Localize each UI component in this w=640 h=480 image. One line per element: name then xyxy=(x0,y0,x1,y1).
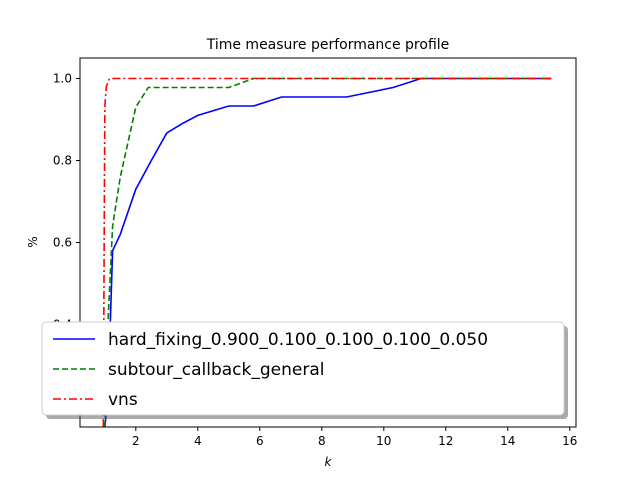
y-axis-label: % xyxy=(26,236,40,247)
series-line-2 xyxy=(102,77,552,427)
series-line-0 xyxy=(104,77,552,427)
x-tick-label: 4 xyxy=(194,434,202,448)
legend-label-1: subtour_callback_general xyxy=(108,360,324,380)
x-axis-label: k xyxy=(325,455,333,469)
legend-label-2: vns xyxy=(108,390,138,410)
legend-box xyxy=(41,321,565,416)
x-tick-label: 14 xyxy=(500,434,515,448)
series-line-1 xyxy=(104,77,552,427)
legend-label-0: hard_fixing_0.900_0.100_0.100_0.100_0.05… xyxy=(108,330,488,350)
y-tick-label: 0.8 xyxy=(53,154,72,168)
x-tick-label: 6 xyxy=(256,434,264,448)
y-tick-label: 0.6 xyxy=(53,236,72,250)
chart-title: Time measure performance profile xyxy=(206,37,450,53)
plot-area xyxy=(102,77,552,427)
x-tick-label: 16 xyxy=(562,434,577,448)
legend: hard_fixing_0.900_0.100_0.100_0.100_0.05… xyxy=(41,321,568,419)
y-tick-label: 1.0 xyxy=(53,72,72,86)
x-tick-label: 8 xyxy=(318,434,326,448)
x-tick-label: 10 xyxy=(376,434,391,448)
y-axis-ticks: 0.40.60.81.0 xyxy=(53,72,80,332)
x-axis-ticks: 2 4 6 8 10 12 14 16 xyxy=(132,427,577,448)
x-tick-label: 12 xyxy=(438,434,453,448)
x-tick-label: 2 xyxy=(132,434,140,448)
